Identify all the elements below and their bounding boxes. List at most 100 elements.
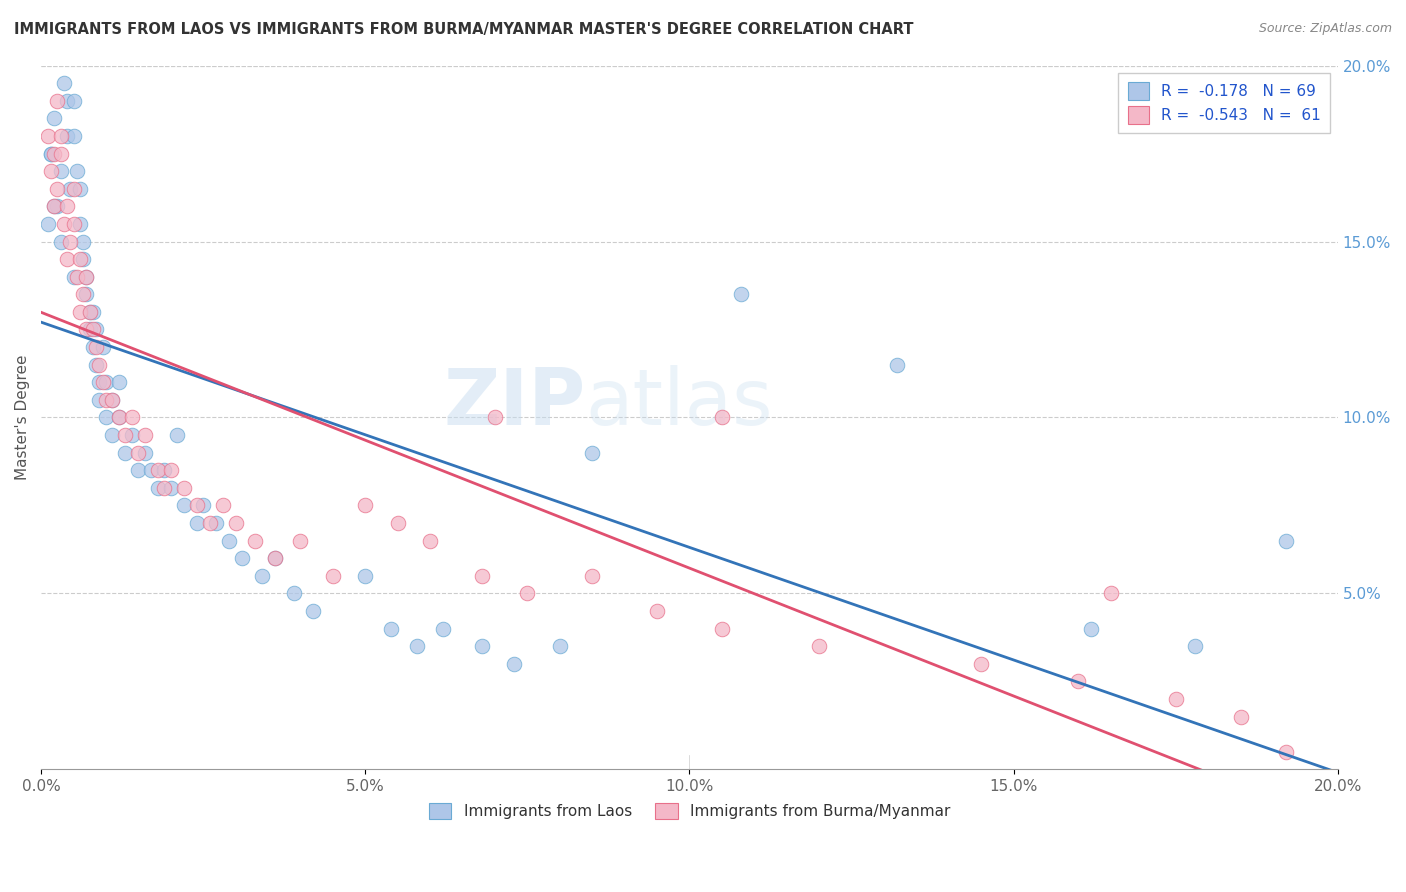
Point xyxy=(108,410,131,425)
Point xyxy=(108,410,131,425)
Text: IMMIGRANTS FROM LAOS VS IMMIGRANTS FROM BURMA/MYANMAR MASTER'S DEGREE CORRELATIO: IMMIGRANTS FROM LAOS VS IMMIGRANTS FROM … xyxy=(14,22,914,37)
Point xyxy=(1229,709,1251,723)
Point xyxy=(186,516,208,530)
Point xyxy=(49,146,72,161)
Point xyxy=(79,305,101,319)
Point xyxy=(84,322,107,336)
Point xyxy=(62,94,84,108)
Point xyxy=(89,392,111,407)
Point xyxy=(127,463,149,477)
Point xyxy=(84,358,107,372)
Point xyxy=(406,639,429,653)
Point xyxy=(146,463,169,477)
Point xyxy=(72,287,94,301)
Point xyxy=(1275,533,1298,548)
Point xyxy=(59,182,82,196)
Point xyxy=(516,586,538,600)
Point xyxy=(471,568,494,582)
Point xyxy=(82,322,104,336)
Point xyxy=(250,568,273,582)
Point xyxy=(84,340,107,354)
Point xyxy=(243,533,266,548)
Point xyxy=(52,76,75,90)
Point xyxy=(710,410,733,425)
Point xyxy=(94,392,117,407)
Point xyxy=(1099,586,1122,600)
Point xyxy=(645,604,668,618)
Point xyxy=(94,410,117,425)
Point xyxy=(91,376,114,390)
Text: ZIP: ZIP xyxy=(443,366,586,442)
Point xyxy=(1067,674,1090,689)
Point xyxy=(153,463,176,477)
Point xyxy=(46,182,69,196)
Point xyxy=(159,481,181,495)
Text: atlas: atlas xyxy=(586,366,773,442)
Text: Source: ZipAtlas.com: Source: ZipAtlas.com xyxy=(1258,22,1392,36)
Point xyxy=(69,217,91,231)
Point xyxy=(419,533,441,548)
Point xyxy=(231,551,253,566)
Point xyxy=(59,235,82,249)
Point xyxy=(354,499,377,513)
Point xyxy=(114,445,136,459)
Point xyxy=(387,516,409,530)
Point xyxy=(62,128,84,143)
Point xyxy=(471,639,494,653)
Point xyxy=(76,269,98,284)
Point xyxy=(89,358,111,372)
Point xyxy=(66,164,89,178)
Point xyxy=(808,639,831,653)
Point xyxy=(121,410,143,425)
Point xyxy=(56,128,79,143)
Point xyxy=(166,428,188,442)
Point xyxy=(42,199,65,213)
Point xyxy=(173,481,195,495)
Point xyxy=(72,235,94,249)
Point xyxy=(56,199,79,213)
Point xyxy=(302,604,325,618)
Point xyxy=(581,568,603,582)
Point xyxy=(56,252,79,266)
Point xyxy=(548,639,571,653)
Point xyxy=(91,340,114,354)
Point xyxy=(193,499,215,513)
Point xyxy=(37,128,59,143)
Point xyxy=(76,322,98,336)
Point xyxy=(62,269,84,284)
Point xyxy=(82,340,104,354)
Point xyxy=(218,533,240,548)
Point xyxy=(56,94,79,108)
Point xyxy=(146,481,169,495)
Point xyxy=(1080,622,1102,636)
Point xyxy=(76,269,98,284)
Point xyxy=(730,287,752,301)
Point xyxy=(79,322,101,336)
Point xyxy=(49,235,72,249)
Point xyxy=(1275,745,1298,759)
Point xyxy=(1164,692,1187,706)
Point xyxy=(484,410,506,425)
Point xyxy=(432,622,454,636)
Point xyxy=(114,428,136,442)
Point xyxy=(46,199,69,213)
Point xyxy=(970,657,993,671)
Point xyxy=(290,533,312,548)
Point xyxy=(101,428,124,442)
Point xyxy=(159,463,181,477)
Point xyxy=(37,217,59,231)
Point xyxy=(39,146,62,161)
Point xyxy=(121,428,143,442)
Point xyxy=(134,445,156,459)
Point xyxy=(82,305,104,319)
Point xyxy=(39,164,62,178)
Point xyxy=(39,146,62,161)
Point xyxy=(710,622,733,636)
Point xyxy=(141,463,163,477)
Point xyxy=(1184,639,1206,653)
Point xyxy=(283,586,305,600)
Point xyxy=(153,481,176,495)
Point xyxy=(186,499,208,513)
Point xyxy=(94,376,117,390)
Legend: Immigrants from Laos, Immigrants from Burma/Myanmar: Immigrants from Laos, Immigrants from Bu… xyxy=(422,797,956,825)
